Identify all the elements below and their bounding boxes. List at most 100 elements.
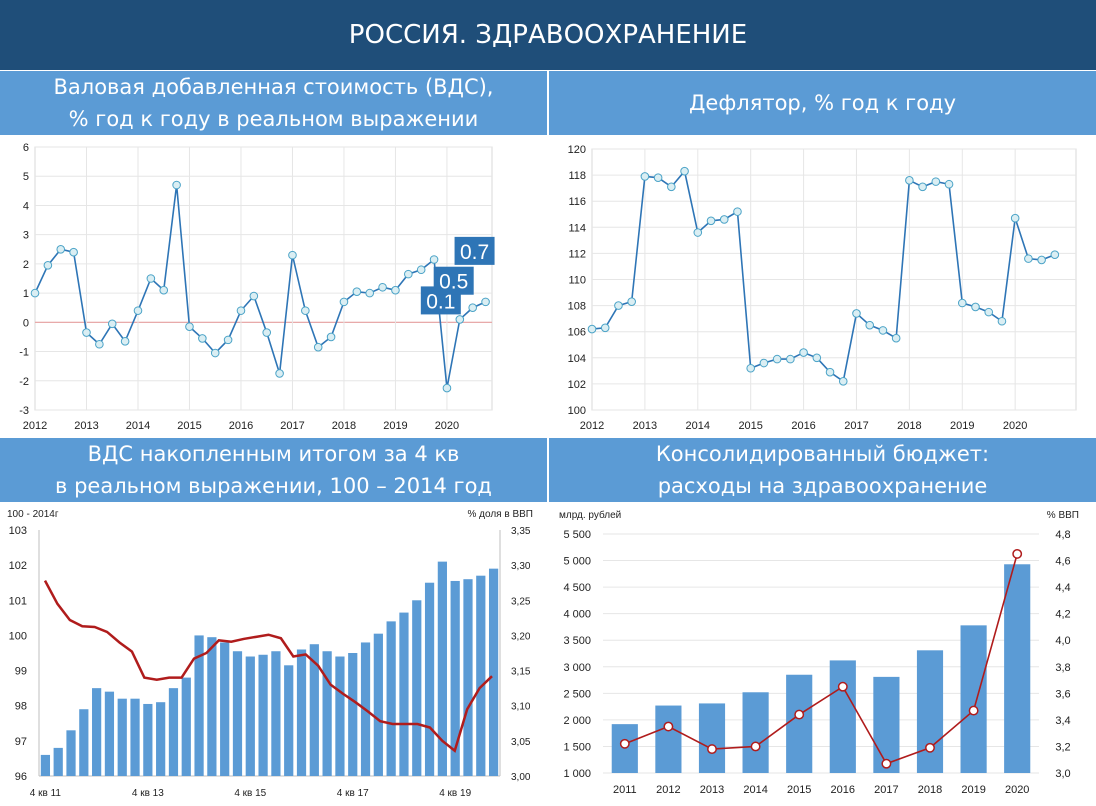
x-tick-label: 4 кв 19 — [439, 788, 471, 799]
x-tick-label: 2015 — [738, 420, 762, 432]
data-point — [812, 353, 822, 363]
x-tick-label: 2020 — [1005, 784, 1029, 796]
y-tick-label: 102 — [568, 379, 586, 391]
x-tick-label: 2014 — [126, 420, 150, 432]
y-tick-label: 5 000 — [563, 556, 591, 568]
y-tick-label: 110 — [568, 275, 586, 287]
bar — [786, 674, 813, 773]
bar — [296, 649, 307, 776]
y-tick-label: 102 — [9, 560, 27, 572]
y2-tick-label: 4,4 — [1055, 582, 1070, 594]
data-point — [865, 320, 875, 330]
data-point — [918, 182, 927, 192]
data-point — [56, 244, 66, 254]
x-tick-label: 4 кв 15 — [234, 788, 266, 799]
data-point — [627, 297, 636, 306]
data-point — [733, 207, 742, 216]
bar — [143, 703, 153, 776]
gva-title-line2: % год к году в реальном выражении — [68, 107, 479, 131]
y2-tick-label: 3,25 — [511, 596, 531, 607]
data-point — [663, 721, 674, 732]
data-label: 0.5 — [439, 271, 468, 294]
share-line — [624, 553, 1018, 765]
y2-tick-label: 3,15 — [511, 667, 531, 678]
bar — [53, 747, 63, 776]
data-point — [1012, 548, 1023, 559]
bar — [873, 676, 900, 773]
y-tick-label: -3 — [19, 405, 29, 417]
data-point — [43, 261, 53, 270]
data-point — [944, 179, 954, 189]
y-tick-label: 108 — [568, 301, 586, 313]
bar — [156, 702, 166, 776]
data-point — [957, 298, 967, 308]
data-point — [794, 709, 805, 720]
panel-header-gva: Валовая добавленная стоимость (ВДС), % г… — [0, 71, 547, 135]
data-point — [404, 269, 413, 279]
data-point — [925, 742, 935, 753]
data-point — [891, 333, 901, 343]
data-point — [759, 358, 769, 368]
x-tick-label: 2015 — [787, 784, 811, 796]
x-tick-label: 2016 — [831, 784, 855, 796]
y-tick-label: 114 — [568, 222, 586, 234]
data-point — [997, 316, 1007, 326]
x-tick-label: 2018 — [332, 420, 356, 432]
y2-tick-label: 3,05 — [511, 737, 531, 748]
y2-tick-label: 4,2 — [1055, 609, 1070, 621]
x-tick-label: 2018 — [897, 420, 921, 432]
bar — [463, 579, 473, 776]
x-tick-label: 2015 — [177, 420, 201, 432]
x-tick-label: 2019 — [383, 420, 407, 432]
y2-tick-label: 3,8 — [1055, 662, 1070, 674]
right-axis-title: % ВВП — [1047, 510, 1079, 521]
data-label: 0.1 — [426, 290, 455, 313]
x-tick-label: 2016 — [229, 420, 253, 432]
data-point — [185, 322, 194, 332]
data-point — [429, 255, 439, 264]
x-tick-label: 2012 — [23, 420, 47, 432]
bar — [258, 654, 268, 776]
cumulative-chart-panel: 100 - 2014г % доля в ВВП 96 97 98 99 100 101 102… — [0, 504, 547, 806]
y-tick-label: 4 000 — [563, 609, 591, 621]
cumulative-title-line1: ВДС накопленным итогом за 4 кв — [87, 442, 460, 466]
budget-title-line2: расходы на здравоохранение — [657, 474, 988, 498]
y-tick-label: 120 — [568, 144, 586, 156]
y-tick-label: 6 — [23, 142, 29, 154]
x-tick-label: 2012 — [656, 784, 680, 796]
x-tick-label: 2013 — [700, 784, 724, 796]
data-point — [746, 363, 755, 373]
bar — [79, 709, 89, 776]
y-tick-label: 5 — [23, 171, 29, 183]
data-point — [653, 173, 663, 183]
y-tick-label: 100 — [568, 405, 586, 417]
x-tick-label: 4 кв 13 — [132, 788, 164, 799]
bar — [271, 651, 281, 776]
data-point — [640, 172, 650, 181]
y2-tick-label: 3,2 — [1055, 741, 1070, 753]
data-point — [133, 306, 143, 315]
gva-chart-panel: -3 -2 -1 0 1 2 3 4 5 6 2012 2013 2014 2015 2016 2017 201… — [0, 137, 547, 436]
data-point — [1024, 254, 1033, 263]
y-tick-label: 116 — [568, 196, 586, 208]
y-tick-label: 106 — [568, 327, 586, 339]
data-point — [468, 303, 477, 313]
x-tick-label: 2011 — [613, 784, 637, 796]
data-point — [905, 176, 914, 185]
data-label: 0.7 — [460, 241, 489, 264]
data-point — [852, 309, 861, 318]
y-tick-label: 5 500 — [563, 529, 591, 541]
data-point — [799, 348, 808, 357]
budget-combo-chart: млрд. рублей % ВВП 1 000 1 500 2 000 2 500 3 0… — [559, 509, 1079, 796]
data-point — [95, 339, 104, 349]
x-tick-label: 2017 — [280, 420, 304, 432]
data-point — [236, 306, 246, 315]
y2-tick-label: 4,8 — [1055, 529, 1070, 541]
y2-tick-label: 3,20 — [511, 631, 531, 642]
page-title: РОССИЯ. ЗДРАВООХРАНЕНИЕ — [0, 0, 1096, 70]
x-tick-label: 2013 — [74, 420, 98, 432]
y-tick-label: 1 000 — [563, 768, 591, 780]
y-tick-label: 104 — [568, 353, 586, 365]
bar — [168, 688, 179, 776]
x-tick-label: 2017 — [874, 784, 898, 796]
